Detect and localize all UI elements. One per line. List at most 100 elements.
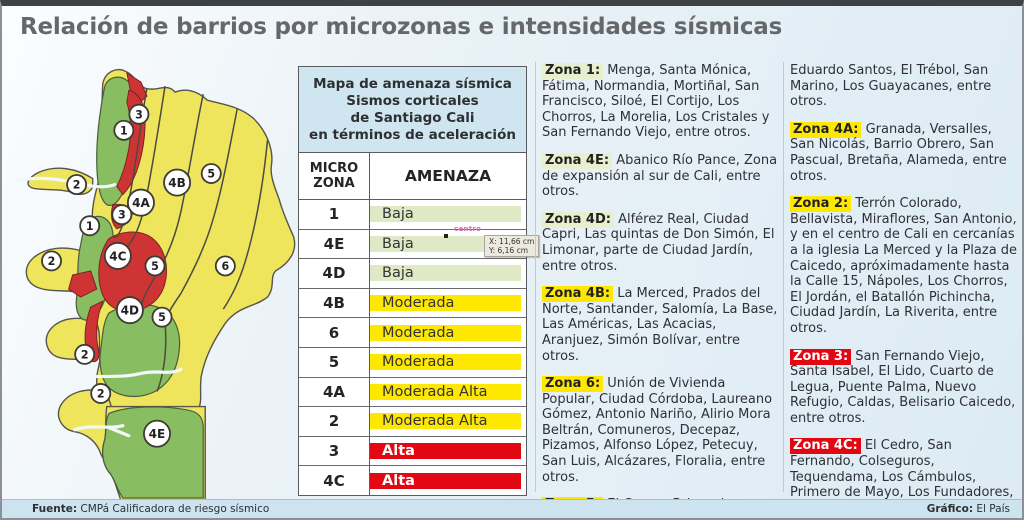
hazard-table-title: Mapa de amenaza sísmica Sismos corticale… (299, 67, 526, 153)
footer-credit: Gráfico: El País (927, 503, 1010, 515)
map-zone-marker (41, 250, 62, 272)
map-zone4E (102, 406, 204, 499)
amenaza-chip: Alta (370, 472, 521, 489)
zone-entry-label: Zona 4B: (542, 286, 614, 303)
amenaza-chip: Moderada (370, 324, 521, 341)
page-title: Relación de barrios por microzonas e int… (20, 14, 783, 40)
map-zone3-top (126, 71, 148, 106)
map-zone-marker-label: 4C (109, 249, 126, 263)
footer-credit-text: El País (976, 503, 1010, 515)
map-zone-marker (90, 383, 112, 404)
zone-entry-text: Abanico Río Pance, Zona de expansión al … (542, 152, 778, 200)
amenaza-chip: Baja (370, 265, 521, 282)
footer-source: Fuente: CMPá Calificadora de riesgo sísm… (32, 503, 269, 515)
amenaza-cell: Baja (370, 259, 526, 288)
amenaza-cell: Baja (370, 200, 526, 229)
microzone-cell: 3 (299, 436, 370, 466)
zone-entry-text: Alférez Real, Ciudad Capri, Las quintas … (542, 211, 775, 274)
microzone-cell: 4B (299, 288, 370, 318)
zone-entry: Zona 4A: Granada, Versalles, San Nicolás… (790, 121, 1018, 184)
zone-entry-text: Unión de Vivienda Popular, Ciudad Córdob… (542, 376, 773, 485)
map-boundary-5-6 (164, 108, 239, 324)
zone-entry: Zona 4E: Abanico Río Pance, Zona de expa… (542, 152, 780, 200)
zone-entry: Zona 3: San Fernando Viejo, Santa Isabel… (790, 348, 1018, 427)
amenaza-cell: Baja (370, 230, 526, 259)
table-row: 4C Alta (299, 466, 526, 495)
map-zone-marker-label: 4D (121, 304, 139, 318)
table-row: 4B Moderada (299, 288, 526, 319)
map-zone-marker-label: 4B (168, 176, 186, 190)
column-separator (535, 62, 536, 492)
map-zone-marker (113, 119, 135, 141)
table-title-line: de Santiago Cali (350, 110, 475, 126)
table-row: 5 Moderada (299, 347, 526, 378)
amenaza-cell: Moderada (370, 318, 526, 347)
amenaza-cell: Moderada Alta (370, 407, 526, 436)
amenaza-chip: Moderada (370, 295, 521, 312)
table-row: 4A Moderada Alta (299, 377, 526, 408)
table-column-headers: MICRO ZONA AMENAZA (299, 153, 526, 200)
amenaza-cell: Moderada (370, 289, 526, 318)
amenaza-chip: Baja (370, 206, 521, 223)
map-zone-marker-label: 3 (118, 209, 126, 222)
zone-entry: Eduardo Santos, El Trébol, San Marino, L… (790, 63, 1018, 110)
table-rows: 1 Baja 4E Baja 4D Baja 4B Moderada 6 Moderada 5 Mod… (299, 200, 526, 495)
amenaza-chip: Moderada Alta (370, 383, 521, 400)
table-row: 4E Baja (299, 229, 526, 260)
zone-entry-label: Zona 2: (790, 196, 852, 213)
footer-source-text: CMPá Calificadora de riesgo sísmico (80, 503, 270, 515)
table-row: 2 Moderada Alta (299, 407, 526, 437)
map-zone-marker-label: 2 (48, 255, 56, 268)
zone-entry: Zona 4D: Alférez Real, Ciudad Capri, Las… (542, 211, 780, 274)
map-boundary-east (222, 140, 269, 310)
zone-entry-label: Zona 4A: (790, 121, 862, 138)
map-zone-marker-label: 1 (86, 220, 94, 233)
microzone-cell: 4A (299, 377, 370, 407)
zone-entry-text: Terrón Colorado, Bellavista, Miraflores,… (790, 196, 1018, 336)
hazard-table: Mapa de amenaza sísmica Sismos corticale… (298, 66, 527, 496)
map-zone-marker (151, 306, 173, 328)
map-zone-marker (128, 103, 150, 125)
zone-entry-label: Zona 4D: (542, 211, 614, 228)
map-zone-marker (214, 255, 236, 277)
zone-entry-label: Zona 4E: (542, 152, 613, 169)
table-row: 3 Alta (299, 436, 526, 467)
map-zone-marker-label: 2 (81, 348, 89, 361)
map-zone-marker-label: 2 (97, 388, 105, 401)
table-row: 1 Baja (299, 200, 526, 230)
map-river-mid (66, 367, 183, 382)
map-boundary-4b-5 (140, 93, 204, 308)
footer-credit-label: Gráfico: (926, 503, 974, 515)
map-zone-marker (163, 168, 192, 197)
map-zone-marker-label: 3 (135, 108, 143, 121)
map-zone-marker-label: 6 (221, 260, 229, 273)
table-row: 6 Moderada (299, 318, 526, 348)
table-title-line: Mapa de amenaza sísmica (313, 76, 512, 92)
column-separator (783, 62, 784, 492)
map-zone-marker-label: 4E (149, 427, 166, 441)
amenaza-chip: Baja (370, 235, 521, 252)
amenaza-cell: Moderada Alta (370, 378, 526, 407)
zone-entry-label: Zona 1: (542, 63, 604, 79)
map-zone-marker (126, 188, 155, 217)
map-zone-marker (143, 419, 171, 448)
zone-entry-label: Zona 6: (542, 376, 604, 393)
amenaza-chip: Alta (370, 443, 521, 460)
zone-entry-text: San Fernando Viejo, Santa Isabel, El Lid… (790, 348, 1016, 426)
microzone-cell: 4C (299, 466, 370, 495)
zone-entry-text: Eduardo Santos, El Trébol, San Marino, L… (790, 63, 992, 110)
footer-source-label: Fuente: (32, 503, 78, 515)
zone-entry-text: Granada, Versalles, San Nicolás, Barrio … (790, 121, 1007, 184)
microzone-cell: 2 (299, 407, 370, 436)
seismic-microzone-map: 3 1 2 4B 5 4A 3 1 2 4C 5 6 4D 5 2 2 4E (14, 60, 300, 502)
microzone-column-header: MICRO ZONA (299, 153, 370, 199)
map-river-south (73, 424, 131, 438)
table-title-line: en términos de aceleración (309, 127, 516, 143)
map-boundary-south5 (156, 323, 167, 392)
map-zone-marker (200, 163, 222, 184)
map-zone3-west (68, 270, 98, 298)
amenaza-cell: Moderada (370, 348, 526, 377)
